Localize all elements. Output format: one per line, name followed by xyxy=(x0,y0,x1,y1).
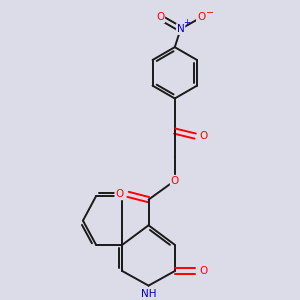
Text: N: N xyxy=(177,24,184,34)
Text: O: O xyxy=(197,12,205,22)
Text: NH: NH xyxy=(141,289,156,299)
Text: O: O xyxy=(156,12,164,22)
Text: O: O xyxy=(200,266,208,276)
Text: −: − xyxy=(206,8,214,18)
Text: O: O xyxy=(115,189,124,200)
Text: O: O xyxy=(171,176,179,186)
Text: +: + xyxy=(184,18,190,27)
Text: O: O xyxy=(200,131,208,141)
